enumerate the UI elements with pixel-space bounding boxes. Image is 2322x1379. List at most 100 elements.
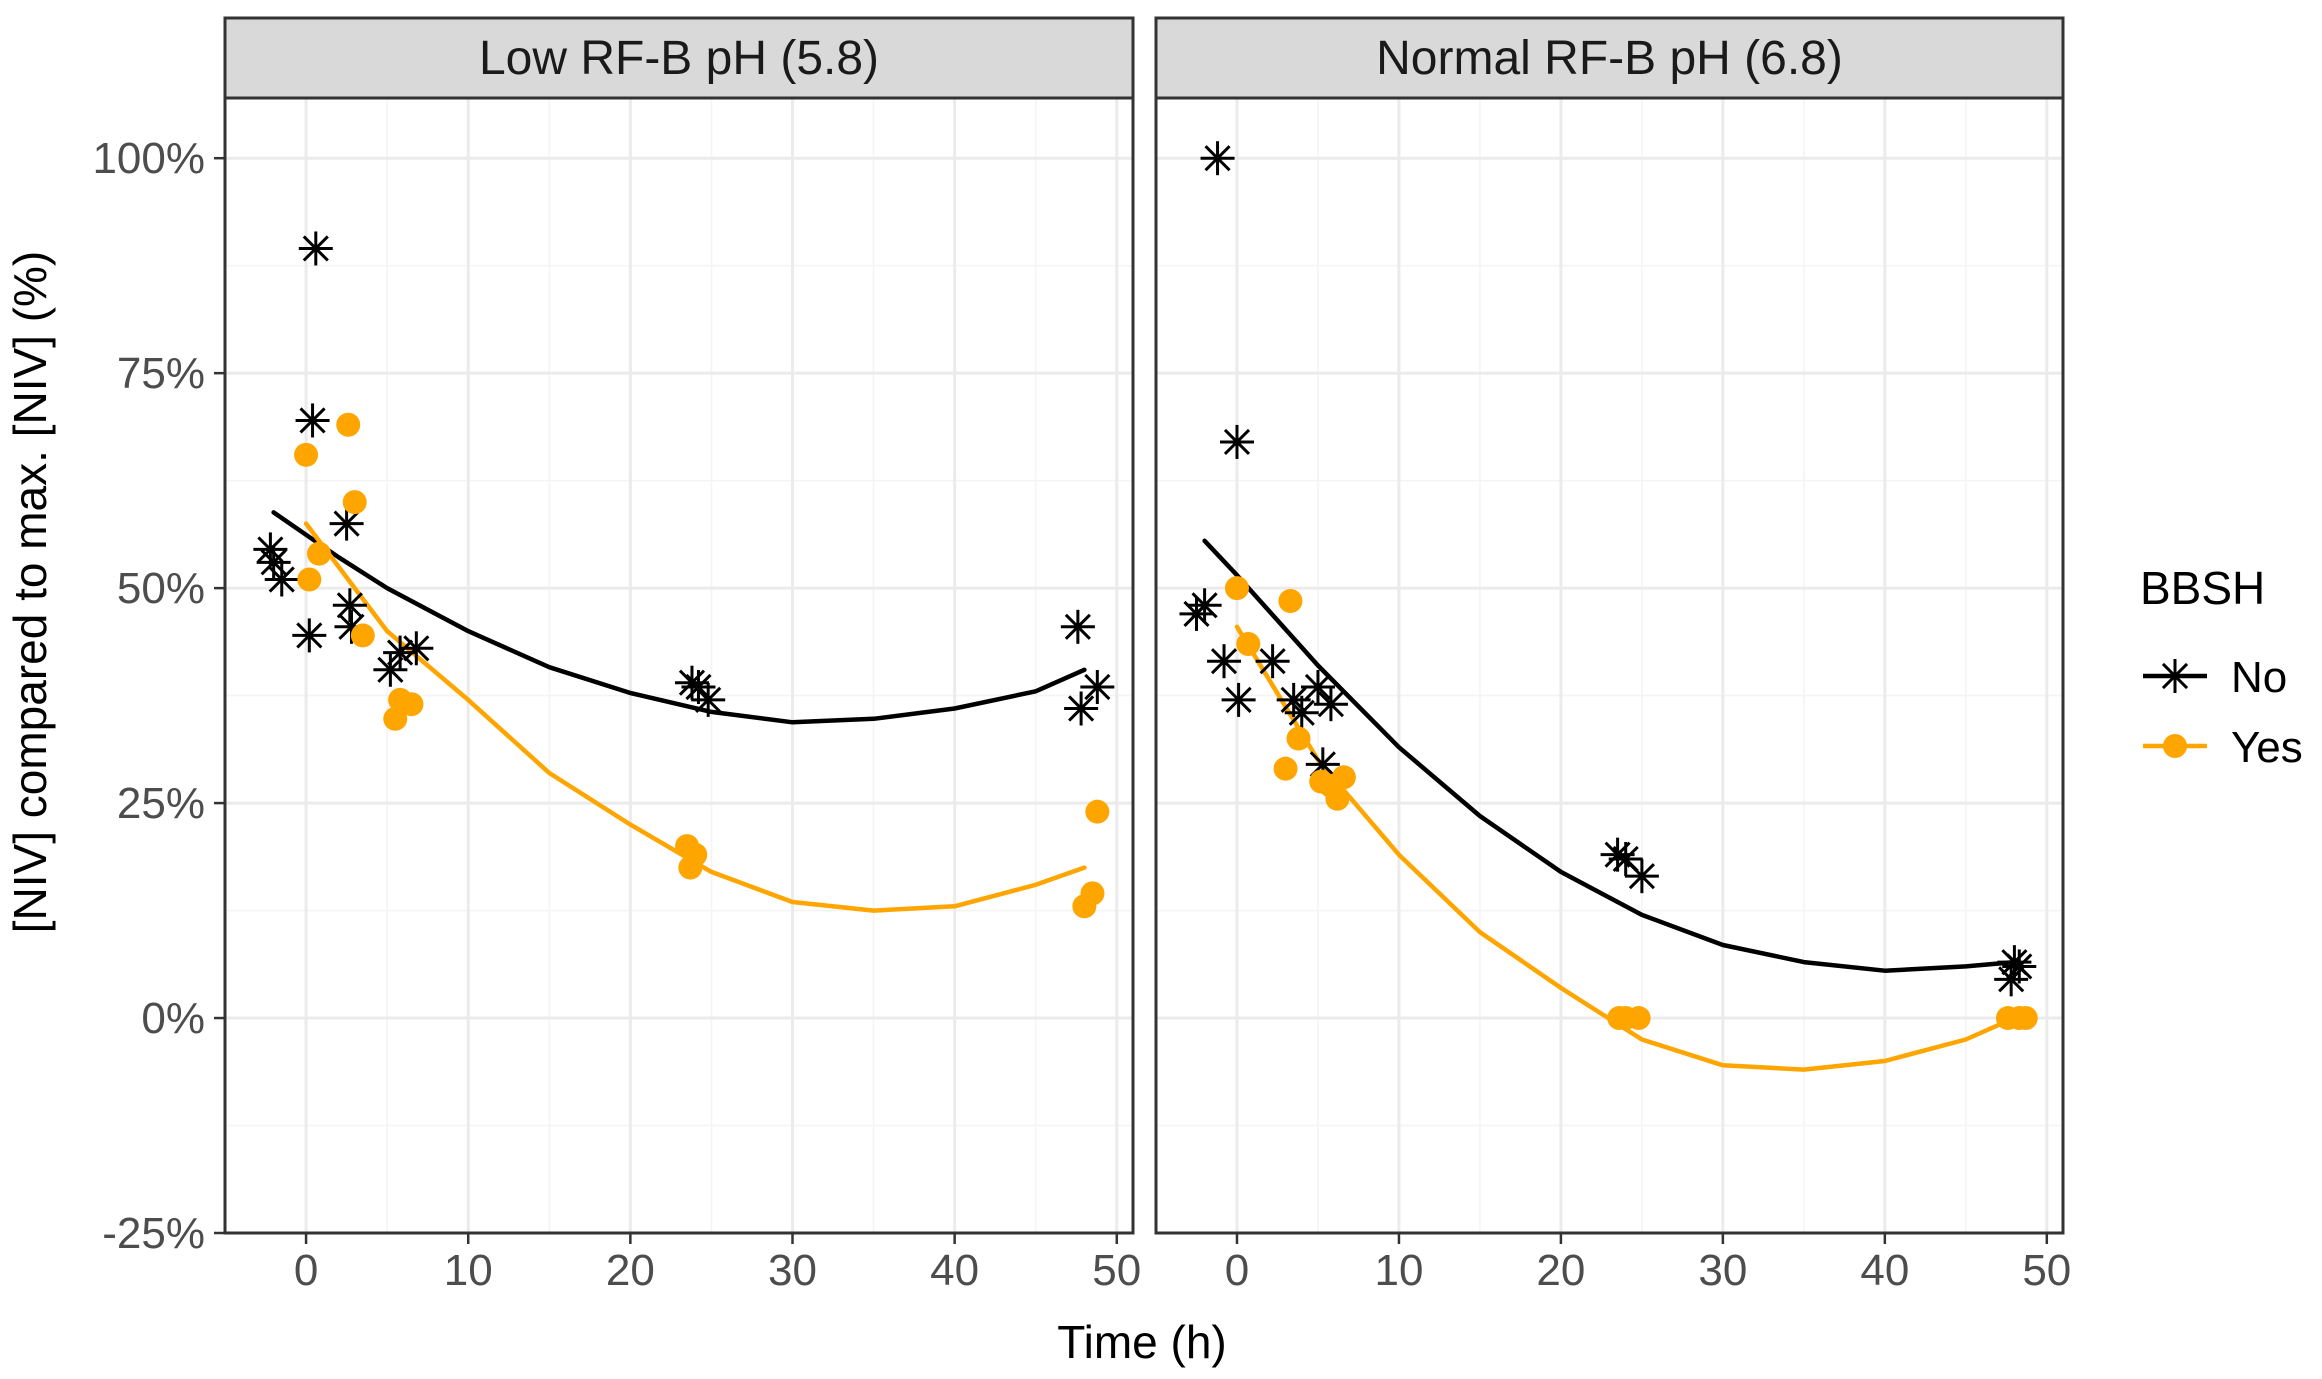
data-point-yes — [1331, 765, 1356, 790]
asterisk-stroke — [1288, 699, 1315, 726]
y-tick-label: 75% — [117, 349, 205, 398]
x-tick-label: 10 — [444, 1246, 493, 1295]
data-point-no — [329, 506, 364, 541]
asterisk-stroke — [377, 656, 404, 683]
data-point-yes — [1286, 726, 1311, 751]
plot-area — [1179, 141, 2038, 1072]
x-axis-title: Time (h) — [1057, 1316, 1227, 1368]
panel-border — [1154, 96, 2065, 1235]
data-point-yes — [1273, 756, 1298, 781]
fit-line-yes — [1234, 624, 2017, 1072]
asterisk-stroke — [1068, 695, 1095, 722]
asterisk-stroke — [1612, 845, 1639, 873]
asterisk-stroke — [2006, 953, 2033, 980]
asterisk-stroke — [1317, 691, 1345, 718]
asterisk-stroke — [1259, 648, 1286, 675]
legend-key-marker — [2158, 659, 2192, 693]
data-point-no — [1276, 682, 1311, 717]
x-tick-label: 50 — [2022, 1246, 2071, 1295]
legend-entry-no: No — [2143, 653, 2287, 702]
asterisk-stroke — [333, 510, 360, 537]
y-tick-label: 100% — [92, 134, 205, 183]
asterisk-stroke — [685, 673, 712, 701]
asterisk-stroke — [1204, 145, 1231, 172]
panel-border — [223, 96, 1135, 1235]
data-point-no — [256, 545, 291, 580]
asterisk-stroke — [1225, 686, 1252, 713]
x-tick-label: 30 — [1698, 1246, 1747, 1295]
facet-panel: Normal RF-B pH (6.8) — [1154, 16, 2065, 1235]
data-point-no — [1200, 141, 1235, 176]
asterisk-stroke — [260, 549, 287, 576]
y-tick-label: -25% — [102, 1209, 205, 1258]
asterisk-stroke — [1223, 428, 1251, 456]
x-tick-label: 50 — [1092, 1246, 1141, 1295]
asterisk-stroke — [678, 669, 706, 696]
asterisk-stroke — [1191, 592, 1218, 619]
data-point-no — [1187, 588, 1222, 623]
x-tick-label: 30 — [768, 1246, 817, 1295]
data-point-no — [1624, 859, 1659, 894]
data-point-no — [332, 588, 367, 623]
data-point-no — [1060, 609, 1095, 644]
data-point-no — [1064, 691, 1099, 726]
facet-strip-label: Low RF-B pH (5.8) — [479, 32, 879, 85]
legend: BBSH No Yes — [2140, 562, 2303, 772]
y-tick-label: 25% — [117, 779, 205, 828]
asterisk-stroke — [299, 407, 326, 434]
data-point-no — [298, 231, 333, 266]
asterisk-stroke — [1628, 863, 1655, 890]
data-point-yes — [1224, 576, 1249, 601]
legend-label: No — [2231, 653, 2287, 702]
fit-line-yes — [303, 521, 1087, 913]
fit-line-no — [1202, 538, 2017, 973]
asterisk-stroke — [336, 592, 363, 619]
facet-strip — [1154, 16, 2065, 100]
facet-strip-label: Normal RF-B pH (6.8) — [1376, 32, 1843, 85]
data-point-yes — [1278, 589, 1303, 614]
data-point-no — [1219, 424, 1254, 459]
x-tick-label: 40 — [930, 1246, 979, 1295]
data-point-yes — [1080, 881, 1105, 906]
data-point-no — [292, 618, 327, 653]
data-point-no — [295, 403, 330, 438]
asterisk-stroke — [1210, 648, 1238, 675]
data-point-yes — [683, 842, 708, 867]
x-tick-label: 20 — [606, 1246, 655, 1295]
data-point-yes — [2013, 1006, 2038, 1031]
data-point-yes — [1626, 1006, 1651, 1031]
y-tick-label: 0% — [141, 994, 205, 1043]
y-axis: -25% 0% 25% 50% 75% 100% — [92, 134, 225, 1258]
data-point-no — [691, 682, 726, 717]
asterisk-stroke — [2161, 662, 2189, 690]
asterisk-stroke — [257, 536, 284, 563]
asterisk-stroke — [403, 635, 430, 662]
data-point-yes — [336, 412, 361, 437]
data-point-no — [1255, 644, 1290, 679]
data-point-no — [1300, 669, 1335, 704]
asterisk-stroke — [302, 235, 329, 262]
legend-entry-yes: Yes — [2143, 723, 2303, 772]
data-point-no — [1313, 687, 1348, 722]
legend-key-marker — [2163, 734, 2187, 758]
panel-background — [1156, 98, 2063, 1233]
asterisk-stroke — [387, 639, 414, 666]
data-point-no — [399, 631, 434, 666]
x-tick-label: 0 — [294, 1246, 318, 1295]
data-point-no — [1221, 682, 1256, 717]
data-point-yes — [1085, 799, 1110, 824]
y-tick-label: 50% — [117, 564, 205, 613]
data-point-yes — [297, 567, 322, 592]
asterisk-stroke — [1304, 673, 1332, 701]
data-point-yes — [307, 541, 332, 566]
data-point-no — [1080, 669, 1115, 704]
asterisk-stroke — [1280, 686, 1307, 713]
legend-title: BBSH — [2140, 562, 2265, 614]
data-point-no — [264, 562, 299, 597]
data-point-no — [1284, 695, 1319, 730]
x-tick-label: 20 — [1536, 1246, 1585, 1295]
asterisk-stroke — [338, 613, 365, 640]
asterisk-stroke — [268, 566, 295, 593]
x-axis: 0 10 20 30 40 50 0 10 20 30 40 50 — [294, 1233, 2071, 1295]
